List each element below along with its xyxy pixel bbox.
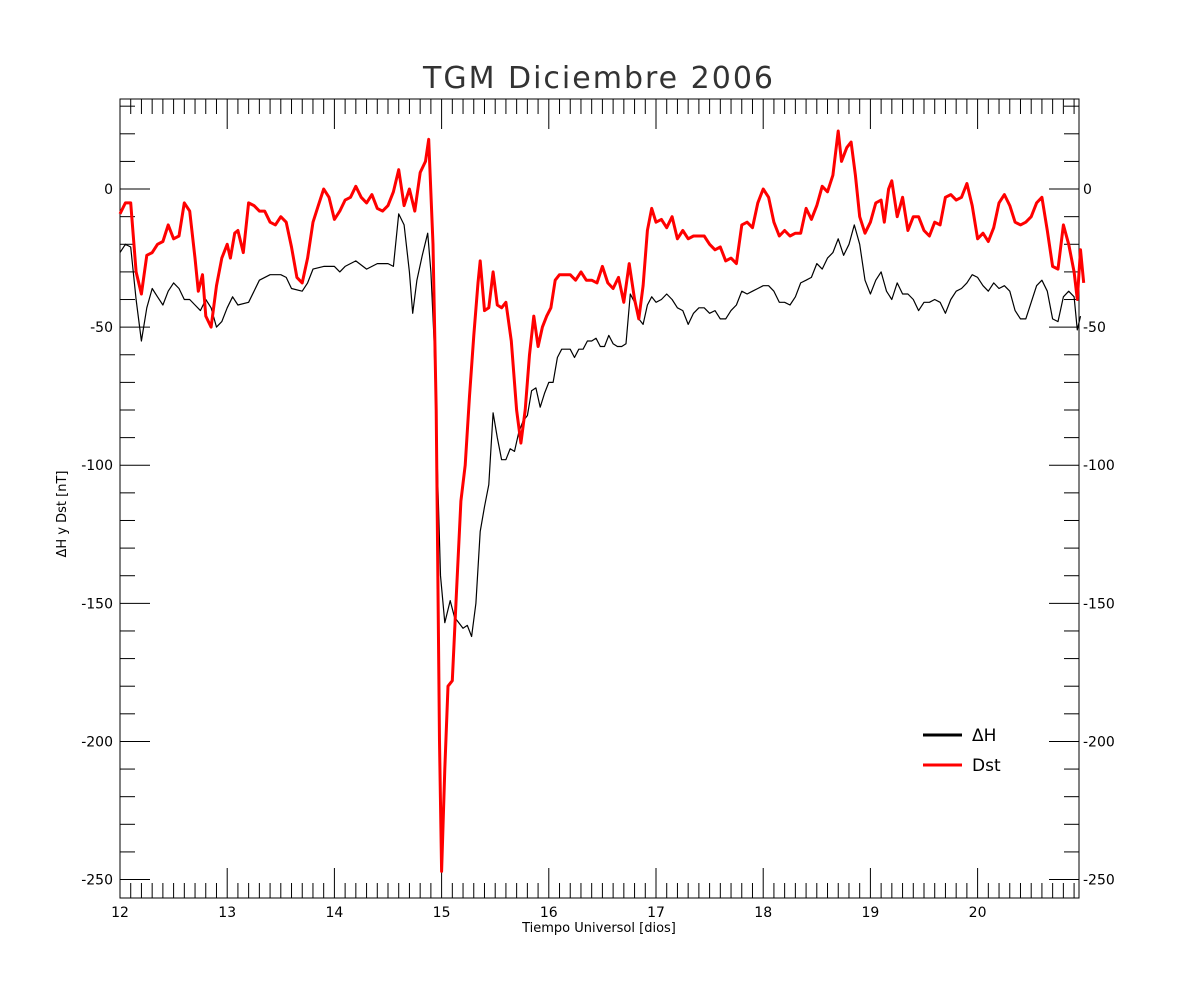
legend: ΔH Dst: [923, 726, 1001, 776]
y-tick-label-left: -50: [90, 320, 113, 336]
y-tick-label-left: -200: [81, 734, 113, 750]
y-tick-label-left: -250: [81, 873, 113, 889]
x-tick-label: 17: [647, 905, 665, 921]
y-tick-label-right: 0: [1083, 182, 1092, 198]
x-axis-label: Tiempo Universol [dios]: [521, 921, 676, 936]
plot-border: [119, 98, 1080, 899]
legend-label-delta-h: ΔH: [972, 726, 996, 746]
y-tick-label-right: -100: [1083, 458, 1115, 474]
x-tick-label: 20: [969, 905, 987, 921]
x-tick-label: 15: [433, 905, 451, 921]
y-tick-label-left: 0: [104, 182, 113, 198]
series-layer: [118, 129, 1086, 873]
x-tick-label: 14: [325, 905, 343, 921]
y-tick-label-right: -150: [1083, 596, 1115, 612]
series-line-delta-h: [119, 213, 1082, 638]
x-tick-label: 13: [218, 905, 236, 921]
y-tick-label-left: -150: [81, 596, 113, 612]
y-tick-label-right: -50: [1083, 320, 1106, 336]
x-tick-label: 12: [111, 905, 129, 921]
plot-frame: [119, 98, 1080, 899]
y-tick-label-right: -200: [1083, 734, 1115, 750]
y-axis-label: ΔH y Dst [nT]: [55, 471, 70, 558]
axis-ticks: [119, 99, 1079, 898]
y-tick-label-right: -250: [1083, 873, 1115, 889]
x-tick-label: 19: [861, 905, 879, 921]
chart-title: TGM Diciembre 2006: [422, 61, 775, 96]
x-tick-label: 18: [754, 905, 772, 921]
legend-label-dst: Dst: [972, 756, 1001, 776]
y-tick-label-left: -100: [81, 458, 113, 474]
x-tick-label: 16: [540, 905, 558, 921]
series-line-dst: [118, 129, 1086, 873]
